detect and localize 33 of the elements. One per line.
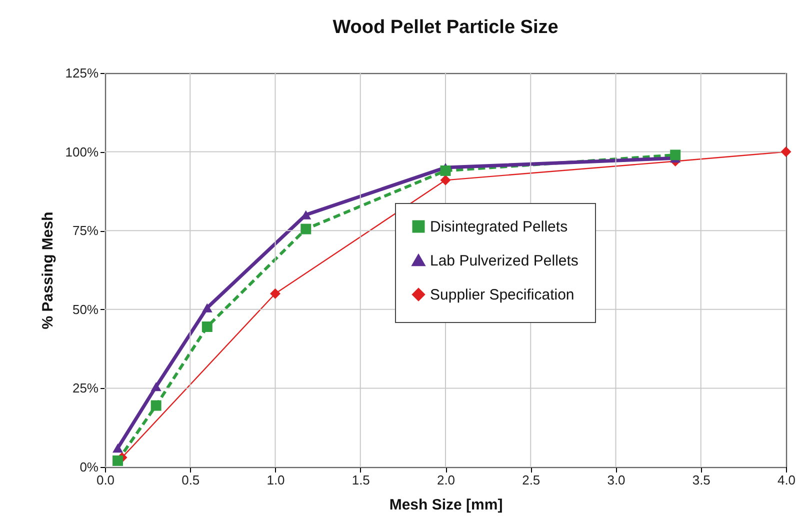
point bbox=[150, 382, 162, 392]
point bbox=[440, 165, 451, 176]
point bbox=[150, 400, 162, 411]
point bbox=[270, 288, 280, 299]
x-tick-label: 1.5 bbox=[352, 472, 370, 488]
y-tick-label: 0% bbox=[80, 460, 99, 474]
x-tick-label: 3.0 bbox=[607, 472, 626, 488]
chart-title: Wood Pellet Particle Size bbox=[332, 17, 558, 38]
y-tick-label: 75% bbox=[72, 223, 99, 238]
x-axis-title: Mesh Size [mm] bbox=[389, 496, 503, 514]
x-tick-label: 2.5 bbox=[522, 472, 540, 488]
point bbox=[112, 455, 124, 466]
x-tick-label: 1.0 bbox=[266, 472, 285, 488]
y-tick-label: 50% bbox=[72, 302, 99, 317]
point bbox=[670, 150, 681, 160]
x-tick-label: 0.5 bbox=[182, 472, 200, 488]
x-tick-label: 2.0 bbox=[436, 472, 456, 488]
point bbox=[202, 321, 212, 332]
y-tick-label: 125% bbox=[65, 66, 99, 80]
legend-label: Disintegrated Pellets bbox=[430, 218, 568, 236]
point bbox=[440, 174, 451, 186]
point bbox=[112, 444, 124, 453]
y-tick-label: 25% bbox=[72, 380, 99, 396]
y-tick-label: 100% bbox=[65, 144, 99, 160]
legend-label: Supplier Specification bbox=[430, 286, 574, 304]
legend-label: Lab Pulverized Pellets bbox=[430, 252, 578, 270]
x-tick-label: 3.5 bbox=[692, 472, 710, 488]
x-tick-label: 4.0 bbox=[777, 472, 796, 488]
point bbox=[300, 224, 312, 234]
point bbox=[202, 303, 212, 312]
point bbox=[780, 146, 792, 158]
y-axis-title: % Passing Mesh bbox=[39, 212, 56, 330]
x-tick-label: 0.0 bbox=[96, 472, 115, 488]
